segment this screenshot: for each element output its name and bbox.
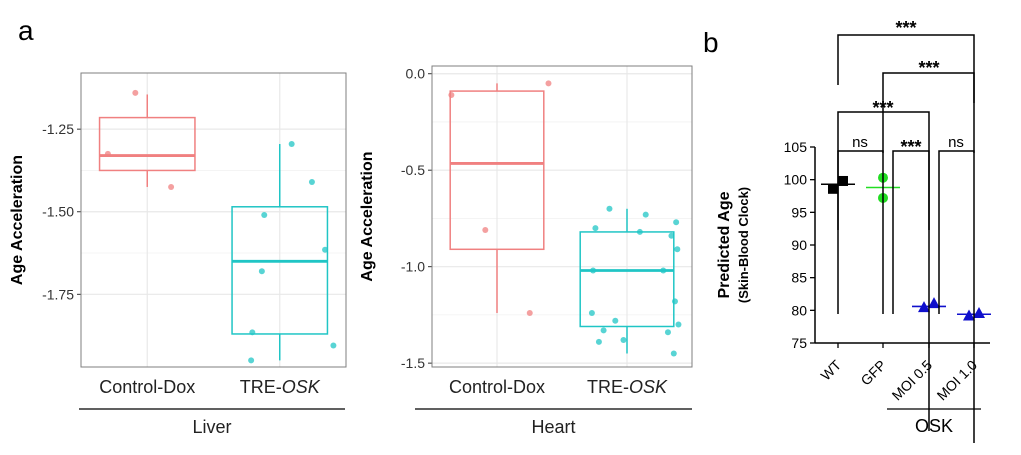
data-point: [620, 336, 627, 343]
data-point: [668, 232, 675, 239]
data-point-square: [838, 175, 848, 186]
data-point: [588, 309, 595, 316]
significance-stars: ***: [918, 58, 939, 78]
y-tick-label: -1.25: [42, 121, 74, 137]
data-point: [664, 329, 671, 336]
data-point-triangle: [918, 301, 930, 313]
x-tick-label-text: TRE-: [587, 377, 629, 397]
y-tick-label: 95: [791, 204, 807, 220]
data-point: [288, 141, 295, 148]
data-point: [671, 298, 678, 305]
significance-ns: ns: [852, 134, 868, 151]
data-point: [261, 212, 268, 219]
y-tick-label: -1.50: [42, 204, 74, 220]
data-point: [168, 183, 175, 190]
data-point: [612, 317, 619, 324]
plot-background: [81, 73, 346, 367]
group-label: OSK: [915, 416, 953, 436]
data-point: [590, 267, 597, 274]
data-point: [642, 211, 649, 218]
data-point: [258, 268, 265, 275]
significance-stars: ***: [872, 98, 893, 118]
box-iqr: [231, 206, 329, 335]
x-tick-label: WT: [817, 356, 844, 383]
data-point: [330, 342, 337, 349]
significance-bracket: [837, 150, 884, 314]
box-iqr: [449, 90, 545, 251]
data-point-triangle: [963, 309, 975, 321]
y-tick-label: 105: [784, 139, 808, 155]
x-tick-label-text: Control-Dox: [449, 377, 545, 397]
data-point: [674, 246, 681, 253]
data-point: [595, 338, 602, 345]
data-point-triangle: [973, 306, 985, 318]
y-tick-label: 75: [791, 335, 807, 351]
group-label: Liver: [192, 417, 231, 437]
x-tick-label: TRE-OSK: [587, 377, 668, 397]
data-point: [448, 91, 455, 98]
y-tick-label: 100: [784, 172, 808, 188]
y-tick-label: 85: [791, 270, 807, 286]
x-tick-label-italic: OSK: [282, 377, 321, 397]
significance-bracket: [892, 150, 930, 431]
data-point: [636, 228, 643, 235]
data-point: [545, 80, 552, 87]
data-point: [308, 179, 315, 186]
data-point: [606, 205, 613, 212]
data-point-square: [828, 183, 838, 194]
y-tick-label: -1.5: [401, 355, 425, 371]
x-tick-label: TRE-OSK: [240, 377, 321, 397]
data-point: [249, 329, 256, 336]
panel-label-b: b: [703, 27, 719, 58]
x-tick-label: Control-Dox: [99, 377, 195, 397]
y-axis-label: Age Acceleration: [9, 155, 26, 285]
box-iqr: [98, 116, 196, 172]
panel-label-a: a: [18, 15, 34, 46]
data-point-triangle: [928, 297, 940, 309]
significance-bracket: [938, 150, 975, 443]
significance-ns: ns: [948, 134, 964, 151]
plot-border: [80, 72, 347, 368]
data-point: [322, 246, 329, 253]
y-tick-label: 90: [791, 237, 807, 253]
box-iqr: [579, 231, 675, 328]
y-axis-label-sub: (Skin-Blood Clock): [736, 187, 751, 303]
x-tick-label: GFP: [857, 357, 889, 389]
y-tick-label: 0.0: [406, 66, 426, 82]
significance-stars: ***: [900, 137, 921, 157]
plot-background: [432, 66, 692, 367]
data-point: [660, 267, 667, 274]
data-point: [673, 219, 680, 226]
data-point: [592, 225, 599, 232]
y-tick-label: 80: [791, 302, 807, 318]
y-tick-label: -0.5: [401, 162, 425, 178]
data-point: [526, 309, 533, 316]
significance-bracket: [837, 34, 975, 103]
data-point: [670, 350, 677, 357]
x-tick-label-text: Control-Dox: [99, 377, 195, 397]
data-point: [132, 89, 139, 96]
data-point: [675, 321, 682, 328]
data-point: [248, 357, 255, 364]
data-point: [600, 327, 607, 334]
significance-stars: ***: [895, 18, 916, 38]
data-point: [482, 227, 489, 234]
y-axis-label: Age Acceleration: [359, 151, 376, 281]
plot-border: [431, 65, 693, 368]
y-tick-label: -1.75: [42, 286, 74, 302]
x-tick-label-italic: OSK: [629, 377, 668, 397]
significance-bracket: [882, 72, 975, 153]
x-tick-label: Control-Dox: [449, 377, 545, 397]
data-point: [104, 150, 111, 157]
group-label: Heart: [531, 417, 575, 437]
y-tick-label: -1.0: [401, 259, 425, 275]
x-tick-label-text: TRE-: [240, 377, 282, 397]
y-axis-label: Predicted Age: [716, 191, 733, 298]
